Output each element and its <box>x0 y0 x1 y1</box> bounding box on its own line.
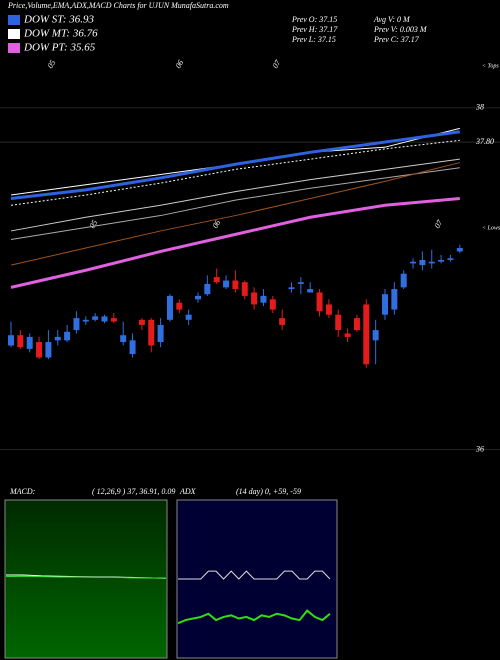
date-label: 05 <box>88 218 100 229</box>
ma-line <box>10 167 460 240</box>
candle-body <box>269 299 276 310</box>
candle-body <box>138 319 145 325</box>
candle-body <box>101 316 108 322</box>
macd-subtitle: ( 12,26,9 ) 37, 36.91, 0.09 <box>92 487 175 496</box>
candle-body <box>176 302 183 310</box>
info-text: Prev V: 0.003 M <box>373 25 428 34</box>
candle-body <box>241 282 248 296</box>
candle-body <box>353 318 360 331</box>
candle-body <box>223 280 230 288</box>
candle-body <box>36 342 43 358</box>
candle-body <box>251 292 258 305</box>
y-tick-label: 38 <box>475 103 484 112</box>
candle-body <box>419 260 426 266</box>
info-text: Prev O: 37.15 <box>291 15 337 24</box>
candle-body <box>120 335 127 343</box>
candle-body <box>447 258 454 260</box>
candle-body <box>185 314 192 320</box>
macd-title: MACD: <box>9 487 36 496</box>
candle-body <box>428 261 435 264</box>
candle-body <box>438 260 445 262</box>
candle-body <box>372 330 379 341</box>
legend-label: DOW MT: 36.76 <box>23 28 98 40</box>
legend-swatch <box>8 15 20 25</box>
candle-body <box>307 289 314 293</box>
candle-body <box>92 316 99 320</box>
info-text: Prev H: 37.17 <box>291 25 338 34</box>
date-label: 06 <box>211 218 223 229</box>
chart-title: Price,Volume,EMA,ADX,MACD Charts for UJU… <box>7 1 229 10</box>
candle-body <box>166 295 173 320</box>
adx-subtitle: (14 day) 0, +59, -59 <box>236 487 301 496</box>
candle-body <box>279 318 286 325</box>
candle-body <box>363 304 370 365</box>
candle-body <box>260 295 267 303</box>
info-text: Prev L: 37.15 <box>291 35 336 44</box>
candle-body <box>297 282 304 284</box>
annotation: < Lows <box>482 225 500 231</box>
ma-line <box>10 158 460 232</box>
candle-body <box>335 314 342 331</box>
candle-body <box>382 294 388 315</box>
candle-body <box>26 336 33 349</box>
candle-body <box>344 333 351 337</box>
adx-title: ADX <box>179 487 197 496</box>
indicator-line <box>178 570 331 580</box>
candle-body <box>232 280 239 290</box>
date-label: 06 <box>174 58 186 69</box>
candle-body <box>391 289 398 310</box>
legend-label: DOW ST: 36.93 <box>23 14 94 26</box>
info-text: Prev C: 37.17 <box>373 35 420 44</box>
ma-line <box>10 130 461 200</box>
candle-body <box>148 319 155 346</box>
candle-body <box>17 335 24 348</box>
candle-body <box>204 283 211 295</box>
indicator-line <box>5 575 167 579</box>
candle-body <box>8 335 14 346</box>
date-label: 05 <box>46 58 58 69</box>
candle-body <box>157 324 164 343</box>
indicator-line <box>177 609 331 625</box>
candle-body <box>316 292 323 312</box>
candle-body <box>288 287 295 290</box>
macd-panel <box>4 499 168 659</box>
candle-body <box>195 295 201 300</box>
candle-body <box>400 273 407 288</box>
info-text: Avg V: 0 M <box>373 15 411 24</box>
y-tick-label: 36 <box>475 445 484 454</box>
ma-line <box>10 162 460 266</box>
annotation: < Tops <box>482 63 499 69</box>
candle-body <box>64 331 71 341</box>
ma-line <box>10 196 460 289</box>
legend-swatch <box>8 29 20 39</box>
y-tick-label: 37.80 <box>475 137 494 146</box>
legend-swatch <box>8 43 20 53</box>
candle-body <box>456 248 463 252</box>
candle-body <box>54 336 61 341</box>
candle-body <box>325 304 332 315</box>
candle-body <box>129 340 136 355</box>
legend-label: DOW PT: 35.65 <box>23 42 96 54</box>
candle-body <box>410 261 417 264</box>
candle-body <box>82 319 89 322</box>
candle-body <box>45 342 52 358</box>
candle-body <box>213 277 220 283</box>
candle-body <box>110 318 117 322</box>
candle-body <box>73 318 80 331</box>
